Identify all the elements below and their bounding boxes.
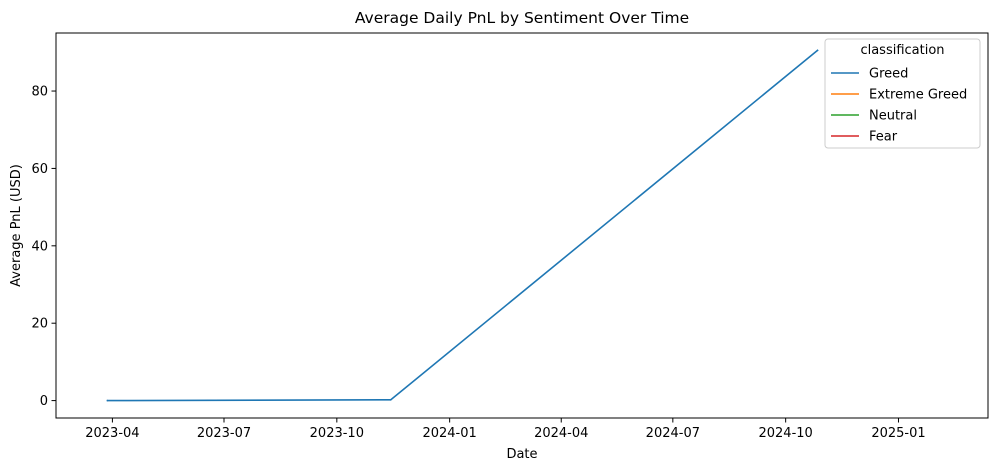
legend-label: Greed [869,67,908,82]
x-tick-label: 2023-10 [310,426,364,441]
series-layer [106,49,819,402]
legend-box [824,38,981,149]
x-tick-label: 2023-04 [85,426,139,441]
legend-label: Extreme Greed [869,88,967,103]
legend-title: classification [860,43,944,58]
legend-label: Neutral [869,109,917,124]
x-axis: 2023-04 2023-07 2023-10 2024-01 2024-04 2024-… [85,418,926,441]
x-axis-label: Date [506,447,537,462]
x-tick-label: 2024-01 [422,426,476,441]
legend-label: Fear [869,130,898,145]
y-axis: 0 20 40 60 80 [31,85,56,409]
y-tick-label: 20 [31,317,48,332]
data-point [389,399,392,401]
y-tick-label: 40 [31,239,48,254]
x-tick-label: 2024-04 [534,426,588,441]
y-tick-label: 0 [40,394,48,409]
x-tick-label: 2025-01 [871,426,925,441]
x-tick-label: 2023-07 [197,426,251,441]
y-axis-label: Average PnL (USD) [9,164,24,287]
plot-frame [55,32,989,419]
data-point [816,49,819,52]
x-tick-label: 2024-07 [646,426,700,441]
legend: classification Greed Extreme Greed Neutral… [824,38,981,149]
data-point [106,399,109,402]
chart-title: Average Daily PnL by Sentiment Over Time [355,9,689,27]
y-tick-label: 80 [31,85,48,100]
x-tick-label: 2024-10 [758,426,812,441]
y-tick-label: 60 [31,162,48,177]
